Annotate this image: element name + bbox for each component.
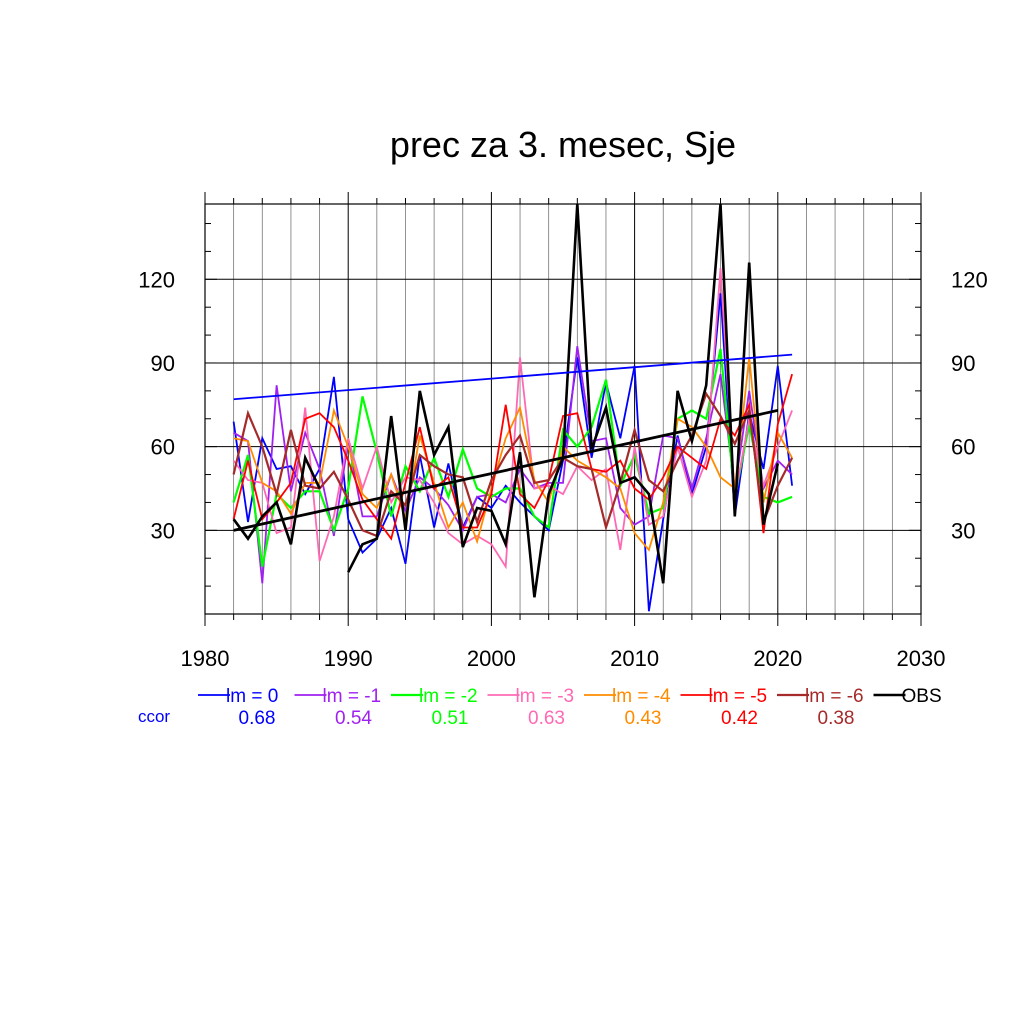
ccor-label: ccor [138, 707, 170, 726]
x-tick-label: 1990 [324, 646, 373, 671]
y-tick-label-left: 60 [151, 435, 175, 460]
legend-ccor: 0.63 [528, 708, 565, 729]
legend-item: lm = 00.68 [198, 686, 278, 729]
legend-item: OBS [873, 686, 942, 707]
grid [204, 204, 922, 614]
x-tick-label: 2030 [897, 646, 946, 671]
legend-item: lm = -20.51 [391, 686, 478, 729]
legend-ccor: 0.54 [335, 708, 372, 729]
legend-ccor: 0.42 [721, 708, 758, 729]
y-tick-label-left: 90 [151, 351, 175, 376]
legend-item: lm = -10.54 [294, 686, 382, 729]
trend-lines [233, 353, 793, 532]
series-line [232, 453, 321, 545]
legend-ccor: 0.51 [432, 708, 469, 729]
legend-item: lm = -30.63 [487, 686, 575, 729]
x-tick-label: 2000 [467, 646, 516, 671]
plot-frame [204, 203, 922, 615]
legend-label: lm = 0 [226, 686, 278, 707]
series-5 [232, 373, 793, 541]
axes: 1980 1990 2000 2010 2020 2030 30 30 60 60 90 90 120 1… [138, 192, 988, 671]
series-line [232, 373, 793, 541]
legend-ccor: 0.68 [239, 708, 276, 729]
legend-item: lm = -60.38 [777, 686, 864, 729]
series-line [347, 203, 780, 598]
legend-label: OBS [902, 686, 942, 707]
series-line [233, 357, 793, 552]
series-3 [232, 268, 793, 570]
x-tick-label: 2010 [610, 646, 659, 671]
trend-line [233, 353, 793, 401]
legend-item: lm = -40.43 [584, 686, 671, 729]
y-tick-label-right: 60 [951, 435, 975, 460]
y-tick-label-left: 30 [151, 518, 175, 543]
legend-label: lm = -1 [323, 686, 382, 707]
x-tick-label: 2020 [753, 646, 802, 671]
legend-label: lm = -6 [805, 686, 864, 707]
series-lines [232, 203, 794, 612]
series-4 [233, 357, 793, 552]
y-tick-label-right: 90 [951, 351, 975, 376]
chart-title: prec za 3. mesec, Sje [390, 124, 736, 165]
legend-ccor: 0.38 [818, 708, 855, 729]
series-line [232, 268, 793, 570]
series-7 [232, 203, 780, 598]
y-tick-label-right: 30 [951, 518, 975, 543]
legend-label: lm = -4 [612, 686, 671, 707]
y-tick-label-right: 120 [951, 267, 988, 292]
legend-label: lm = -2 [419, 686, 478, 707]
legend-ccor: 0.43 [625, 708, 662, 729]
legend-label: lm = -5 [709, 686, 768, 707]
legend-label: lm = -3 [516, 686, 575, 707]
x-tick-label: 1980 [181, 646, 230, 671]
legend-item: lm = -50.42 [680, 686, 768, 729]
trend-line [233, 409, 779, 532]
y-tick-label-left: 120 [138, 267, 175, 292]
